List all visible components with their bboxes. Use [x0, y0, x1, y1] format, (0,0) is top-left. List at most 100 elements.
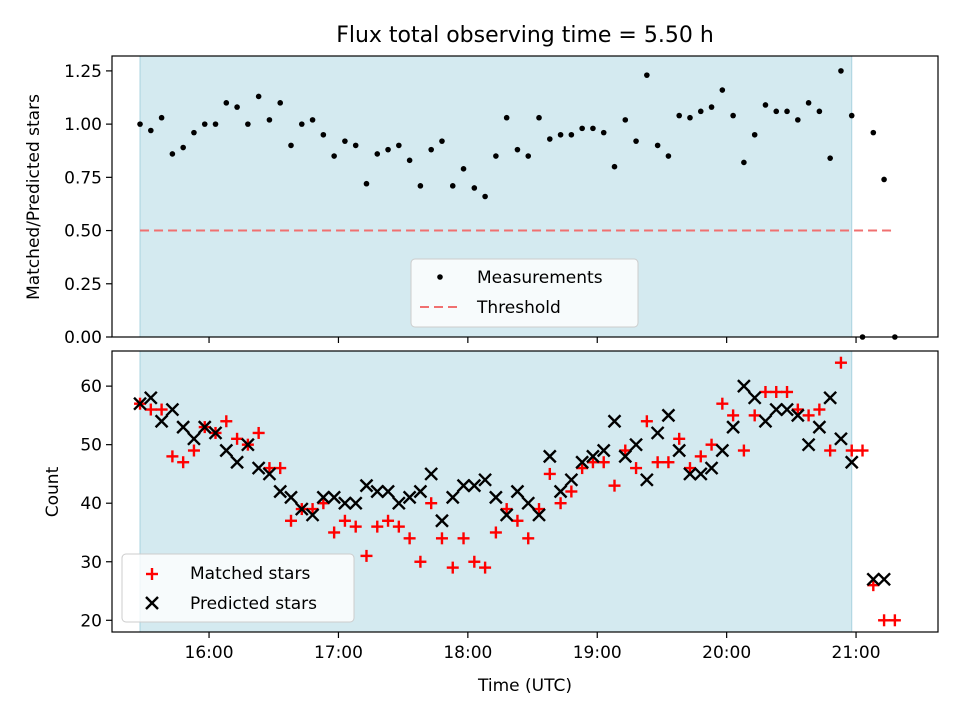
matched-star-point [640, 415, 653, 428]
y-tick-label: 40 [80, 494, 102, 514]
predicted-star-point [489, 490, 503, 505]
measurement-point [363, 180, 370, 187]
measurement-point [708, 104, 715, 110]
matched-star-point [479, 561, 492, 574]
matched-star-point [500, 503, 513, 516]
matched-star-point [716, 397, 729, 410]
matched-star-point [791, 403, 804, 416]
x-tick-label: 19:00 [573, 643, 622, 663]
matched-star-point [263, 462, 276, 475]
measurement-point [374, 151, 381, 157]
measurement-point [773, 108, 780, 115]
matched-star-point [414, 555, 427, 568]
measurement-point [266, 117, 273, 123]
bottom-chart: 16:00 17:00 18:00 19:00 20:00 21:00 20 30 40 50 6… [43, 350, 939, 696]
predicted-star-point [445, 490, 460, 505]
measurement-point [784, 108, 790, 115]
matched-star-point [597, 456, 610, 469]
legend-matched-label: Matched stars [190, 564, 310, 584]
matched-star-point [673, 432, 686, 445]
predicted-star-point [769, 402, 784, 417]
matched-star-point [435, 532, 448, 545]
bottom-legend-box [121, 553, 355, 623]
predicted-star-point [801, 437, 816, 452]
count-points [133, 356, 901, 627]
matched-star-point [144, 403, 157, 416]
measurement-point [471, 185, 478, 191]
measurement-point [762, 102, 769, 108]
y-tick-label: 0.00 [64, 328, 102, 348]
predicted-star-point [758, 414, 773, 429]
measurement-point [428, 146, 434, 153]
predicted-star-point [650, 426, 665, 440]
predicted-star-point [391, 496, 406, 511]
predicted-star-point [629, 437, 643, 452]
measurement-point [201, 121, 208, 127]
matched-star-point [155, 403, 168, 416]
legend-matched-marker [146, 568, 158, 580]
measurement-point [180, 144, 186, 151]
measurement-point [212, 121, 219, 127]
predicted-star-point [607, 414, 622, 429]
matched-star-point [220, 415, 233, 428]
measurement-point [676, 112, 683, 119]
predicted-star-point [661, 408, 676, 423]
measurement-point [622, 117, 629, 123]
measurement-point [439, 138, 445, 144]
measurement-point [536, 114, 542, 121]
predicted-star-point [715, 443, 730, 458]
predicted-star-point [133, 396, 147, 411]
matched-star-point [371, 520, 384, 533]
matched-star-point [608, 479, 621, 492]
measurement-point [838, 68, 844, 74]
matched-star-point [813, 403, 826, 416]
measurement-point [158, 114, 165, 121]
measurement-point [137, 121, 143, 127]
measurement-point [611, 163, 618, 170]
predicted-star-point [348, 496, 363, 511]
matched-star-point [177, 456, 190, 469]
predicted-star-point [553, 484, 568, 499]
predicted-star-point [834, 431, 848, 446]
measurement-point [234, 104, 240, 110]
predicted-star-point [456, 478, 471, 493]
predicted-star-point [823, 390, 838, 405]
matched-star-point [274, 462, 287, 475]
matched-star-point [781, 385, 794, 398]
matched-star-point [360, 549, 373, 562]
measurement-point [148, 127, 154, 134]
predicted-star-point [693, 467, 708, 481]
y-tick-label: 50 [80, 436, 102, 456]
measurement-point [633, 138, 639, 144]
bottom-y-ticks: 20 30 40 50 60 [80, 377, 112, 631]
predicted-star-point [294, 502, 309, 516]
measurement-point [245, 121, 251, 127]
predicted-star-point [478, 472, 492, 487]
y-tick-label: 30 [80, 553, 102, 573]
measurement-point [579, 125, 585, 132]
x-tick-label: 16:00 [185, 643, 234, 663]
predicted-star-point [844, 455, 859, 470]
predicted-star-point [338, 496, 352, 511]
chart-title: Flux total observing time = 5.50 h [336, 23, 714, 48]
matched-star-point [382, 514, 395, 527]
matched-star-point [856, 444, 869, 457]
legend-predicted-label: Predicted stars [190, 594, 317, 614]
measurement-point [352, 142, 359, 149]
matched-star-point [630, 462, 643, 475]
measurement-point [169, 151, 176, 157]
measurement-point [331, 153, 337, 159]
measurement-point [547, 136, 553, 142]
predicted-star-point [284, 490, 298, 505]
predicted-star-point [262, 467, 277, 481]
matched-star-point [489, 526, 502, 539]
measurement-point [795, 117, 801, 123]
predicted-star-point [790, 408, 805, 423]
predicted-star-point [640, 472, 654, 487]
predicted-star-point [866, 572, 881, 587]
bottom-x-ticks: 16:00 17:00 18:00 19:00 20:00 21:00 [185, 632, 881, 663]
matched-star-point [802, 409, 815, 422]
measurement-point [493, 153, 499, 159]
measurement-point [751, 131, 758, 138]
matched-star-point [565, 485, 578, 498]
